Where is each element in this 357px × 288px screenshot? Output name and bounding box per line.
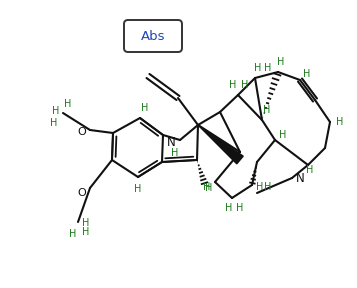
Text: H: H [229,80,237,90]
Text: H: H [263,105,271,115]
Text: H: H [64,99,72,109]
Text: H: H [134,184,142,194]
Text: H: H [171,148,179,158]
Text: H: H [254,63,262,73]
FancyBboxPatch shape [124,20,182,52]
Text: H: H [264,63,272,73]
Text: N: N [296,171,305,185]
Text: H: H [141,103,149,113]
Text: O: O [77,188,86,198]
Text: H: H [205,183,213,193]
Text: H: H [225,203,233,213]
Polygon shape [198,125,243,164]
Text: H: H [82,218,90,228]
Text: H: H [69,229,77,239]
Text: O: O [77,127,86,137]
Text: H: H [336,117,344,127]
Text: H: H [203,182,211,192]
Text: Abs: Abs [141,29,165,43]
Text: H: H [236,203,244,213]
Text: H: H [256,182,264,192]
Text: H: H [52,106,60,116]
Text: H: H [303,69,311,79]
Text: N: N [167,135,175,149]
Text: H: H [277,57,285,67]
Text: H: H [306,165,314,175]
Text: H: H [50,118,58,128]
Text: H: H [82,227,90,237]
Text: H: H [264,182,272,192]
Text: H: H [241,80,249,90]
Text: H: H [279,130,287,140]
